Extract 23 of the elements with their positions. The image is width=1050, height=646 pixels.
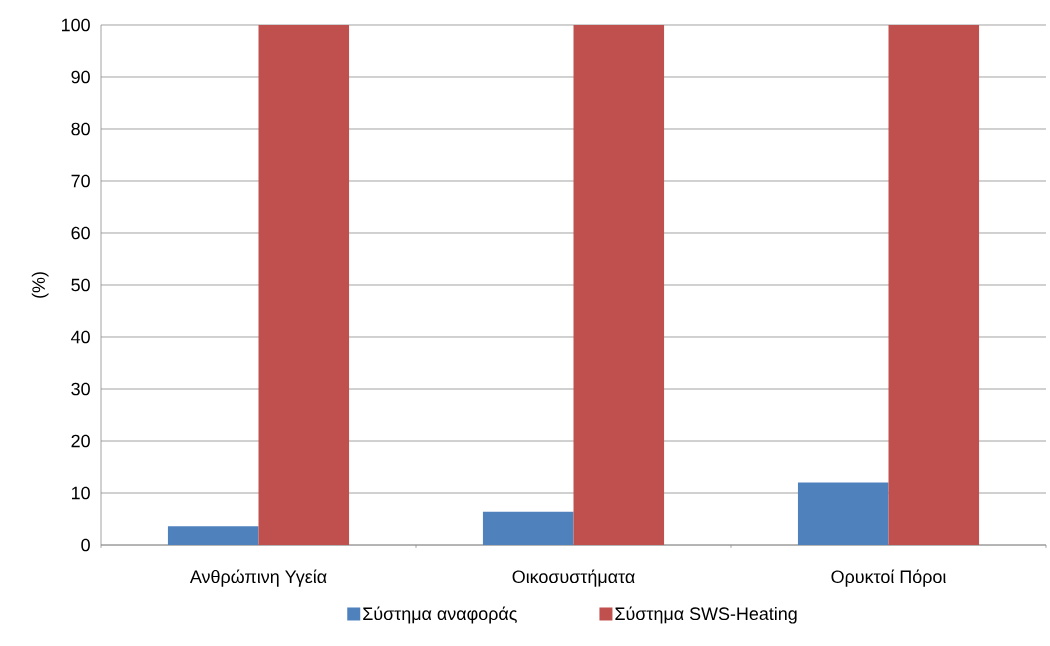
bar [573,24,665,545]
bar [167,526,259,545]
y-tick-label: 70 [71,174,90,188]
y-tick-label: 80 [71,122,90,136]
x-tick-label: Ανθρώπινη Υγεία [189,569,327,587]
y-tick-label: 50 [71,278,90,292]
y-tick-label: 60 [71,226,90,240]
bar [258,24,350,545]
bar [797,482,889,545]
x-tick-label: Ορυκτοί Πόροι [831,569,946,587]
y-tick-label: 20 [71,434,90,448]
y-tick-label: 40 [71,330,90,344]
bar [888,24,980,545]
y-tick-label: 10 [71,486,90,500]
bar [482,511,574,545]
y-tick-label: 30 [71,382,90,396]
y-tick-label: 90 [71,70,90,84]
x-tick-label: Οικοσυστήματα [512,569,635,587]
y-tick-label: 0 [81,538,90,552]
legend-label: Σύστημα αναφοράς [363,606,517,624]
legend-label: Σύστημα SWS-Heating [615,606,797,624]
y-tick-label: 100 [62,18,90,32]
y-axis-title: (%) [31,272,49,298]
